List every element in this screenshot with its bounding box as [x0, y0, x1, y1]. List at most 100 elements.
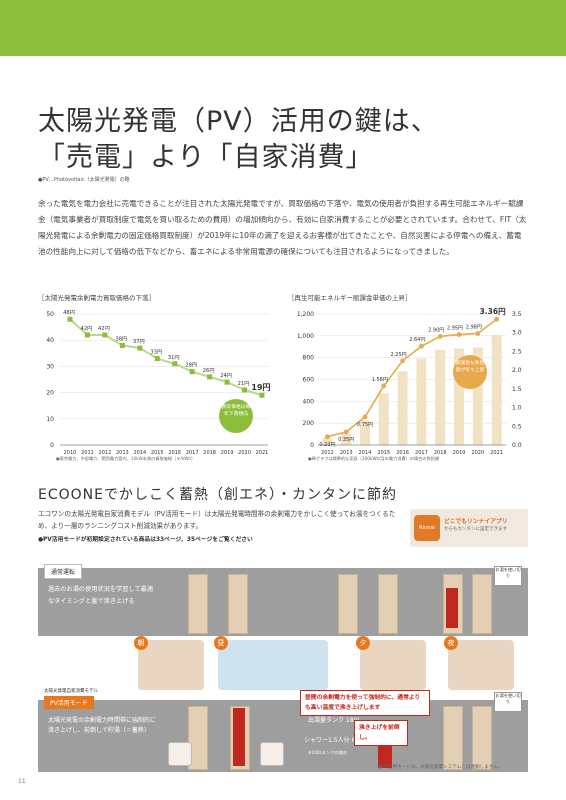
chart2-ytick-left: 600: [303, 377, 315, 384]
chart1-xtick: 2020: [238, 450, 251, 456]
chart2-ytick-left: 1,000: [297, 333, 314, 340]
chart2-point: [400, 358, 405, 364]
chart1-point: [102, 332, 108, 338]
chart2-data-label: 2.95円: [447, 326, 463, 332]
scene-morning: [138, 640, 204, 690]
chart2-callout-text: 賦課金も負担額が年々上昇: [455, 361, 485, 373]
chart1-data-label: 28円: [185, 362, 197, 369]
chart1-point: [154, 356, 160, 362]
normal-hot-level: [446, 588, 458, 628]
chart2-ytick-right: 1.5: [512, 386, 522, 393]
chart1-data-label: 21円: [238, 380, 250, 387]
chart2-point: [343, 429, 349, 435]
normal-mode-tag: 通常運転: [44, 564, 83, 579]
pv-mode-tag: PV活用モード: [44, 696, 94, 709]
chart2-point: [381, 383, 387, 389]
chart1-point: [172, 361, 178, 367]
chart2-ytick-left: 0: [310, 442, 314, 449]
app-sub: からもカンタンに設定できます: [444, 527, 507, 532]
chart2-point: [325, 434, 330, 440]
rinnai-app-icon: Rinnai: [414, 515, 440, 541]
chart1-ytick: 30: [46, 363, 54, 370]
chart1: 0 10 20 30 40 50 48円 2010 42円 2011 42円 2012 38円 2013 3…: [46, 309, 270, 456]
chart1-xtick: 2015: [151, 450, 164, 456]
page-number: 11: [18, 778, 26, 785]
unit-box-2: [260, 742, 284, 766]
chart1-xtick: 2012: [99, 450, 112, 456]
chart2-xtick: 2012: [321, 450, 334, 456]
chart1-point: [67, 316, 73, 322]
normal-tank-2: [228, 574, 248, 634]
chart2-data-label: 2.25円: [391, 352, 407, 358]
chart2-bar: [416, 358, 427, 445]
chart1-ytick: 20: [46, 390, 54, 397]
section-ref: ●PV活用モードが初期設定されている商品は33ページ、35ページをご覧ください: [38, 537, 253, 543]
chart1-point: [224, 379, 230, 385]
chart2-xtick: 2021: [490, 450, 503, 456]
pv-note: ●PV活用モードは、太陽光発電システムとは連動しません。: [378, 765, 503, 770]
chart1-point: [242, 387, 248, 393]
chart2-data-label: 1.58円: [372, 377, 388, 383]
chart2-ytick-right: 1.0: [512, 405, 522, 412]
chart1-data-label: 19円: [251, 383, 270, 392]
chart1-xtick: 2017: [186, 450, 199, 456]
chart2-ytick-left: 200: [303, 420, 315, 427]
chart1-xtick: 2013: [116, 450, 129, 456]
chart2-point: [437, 334, 443, 339]
chart2-data-label: 2.98円: [466, 324, 482, 330]
chart2-ytick-right: 3.5: [512, 311, 522, 318]
unit-box-1: [168, 742, 192, 766]
chart1-xtick: 2016: [168, 450, 181, 456]
chart2-bar: [378, 393, 389, 445]
mode-diagram: 通常運転 過去のお湯の使用状況を学習して最適なタイミングと量で沸き上げる お湯を…: [38, 560, 528, 772]
chart1-point: [259, 392, 265, 398]
chart2-point: [456, 332, 462, 337]
chart2-bar: [472, 347, 483, 445]
chart1-data-label: 31円: [168, 354, 180, 361]
chart2-xtick: 2014: [359, 450, 372, 456]
chart2: 0 200 400 600 800 1,000 1,200 0.0 0.5 1.0 1.5 2.0 2.…: [297, 307, 522, 456]
shower-note: ※100Lタンクの場合: [308, 750, 347, 755]
chart2-ytick-left: 1,200: [297, 311, 314, 318]
scene-morning-icon: 朝: [134, 636, 148, 650]
chart2-xtick: 2020: [471, 450, 484, 456]
chart2-point: [419, 343, 424, 349]
pv-tank-1: [188, 706, 208, 770]
pv-hot-level: [233, 708, 245, 766]
normal-tank-1: [188, 574, 208, 634]
chart1-xtick: 2021: [256, 450, 269, 456]
page-title: 太陽光発電（PV）活用の鍵は、 「売電」より「自家消費」: [38, 104, 439, 176]
pv-red-note: 昼間の余剰電力を使って強制的に、通常よりも高い温度で沸き上げします: [300, 690, 430, 716]
chart2-point: [362, 414, 368, 420]
app-promo[interactable]: Rinnai どこでもリンナイアプリ からもカンタンに設定できます: [410, 509, 528, 547]
chart2-callout: 賦課金も負担額が年々上昇: [455, 361, 485, 373]
chart2-bar: [360, 420, 370, 445]
chart2-ytick-left: 800: [303, 355, 315, 362]
header-band: [0, 0, 566, 56]
chart1-callout-circle: [219, 399, 253, 433]
title-note: ●PV…Photovoltaic（太陽光発電）の略: [38, 177, 130, 183]
section-title: ECOONEでかしこく蓄熱（創エネ）・カンタンに節約: [38, 487, 397, 503]
normal-tank-6: [472, 574, 492, 634]
chart2-callout-circle: [453, 355, 487, 389]
app-title: どこでもリンナイアプリ: [444, 519, 508, 525]
tank-volume: 出湯量タンク 180L: [308, 717, 361, 724]
pv-tank-4: [472, 706, 492, 770]
pv-tank-3: [443, 706, 463, 770]
chart2-point: [475, 331, 481, 336]
chart2-bar: [322, 437, 333, 445]
chart1-callout: 買取価格は毎年下落傾向: [221, 405, 251, 417]
chart2-xtick: 2018: [434, 450, 447, 456]
scene-night-icon: 夜: [444, 636, 458, 650]
intro-text: 余った電気を電力会社に売電できることが注目された太陽光発電ですが、買取価格の下落…: [38, 199, 527, 256]
chart2-series-line: [327, 318, 498, 438]
chart1-title: ［太陽光発電余剰電力買取価格の下落］: [38, 294, 155, 302]
chart2-data-label: 2.64円: [409, 337, 425, 343]
chart1-ytick: 10: [46, 416, 54, 423]
chart1-data-label: 42円: [98, 325, 110, 332]
pv-mode-text: 太陽光発電の余剰電力時間帯に強制的に沸き上げし、前倒しで貯湯（＝蓄熱）: [48, 717, 157, 734]
chart1-callout-text: 買取価格は毎年下落傾向: [221, 405, 251, 417]
chart1-xtick: 2019: [221, 450, 234, 456]
chart2-ytick-right: 0.0: [512, 442, 522, 449]
chart2-xtick: 2013: [340, 450, 353, 456]
